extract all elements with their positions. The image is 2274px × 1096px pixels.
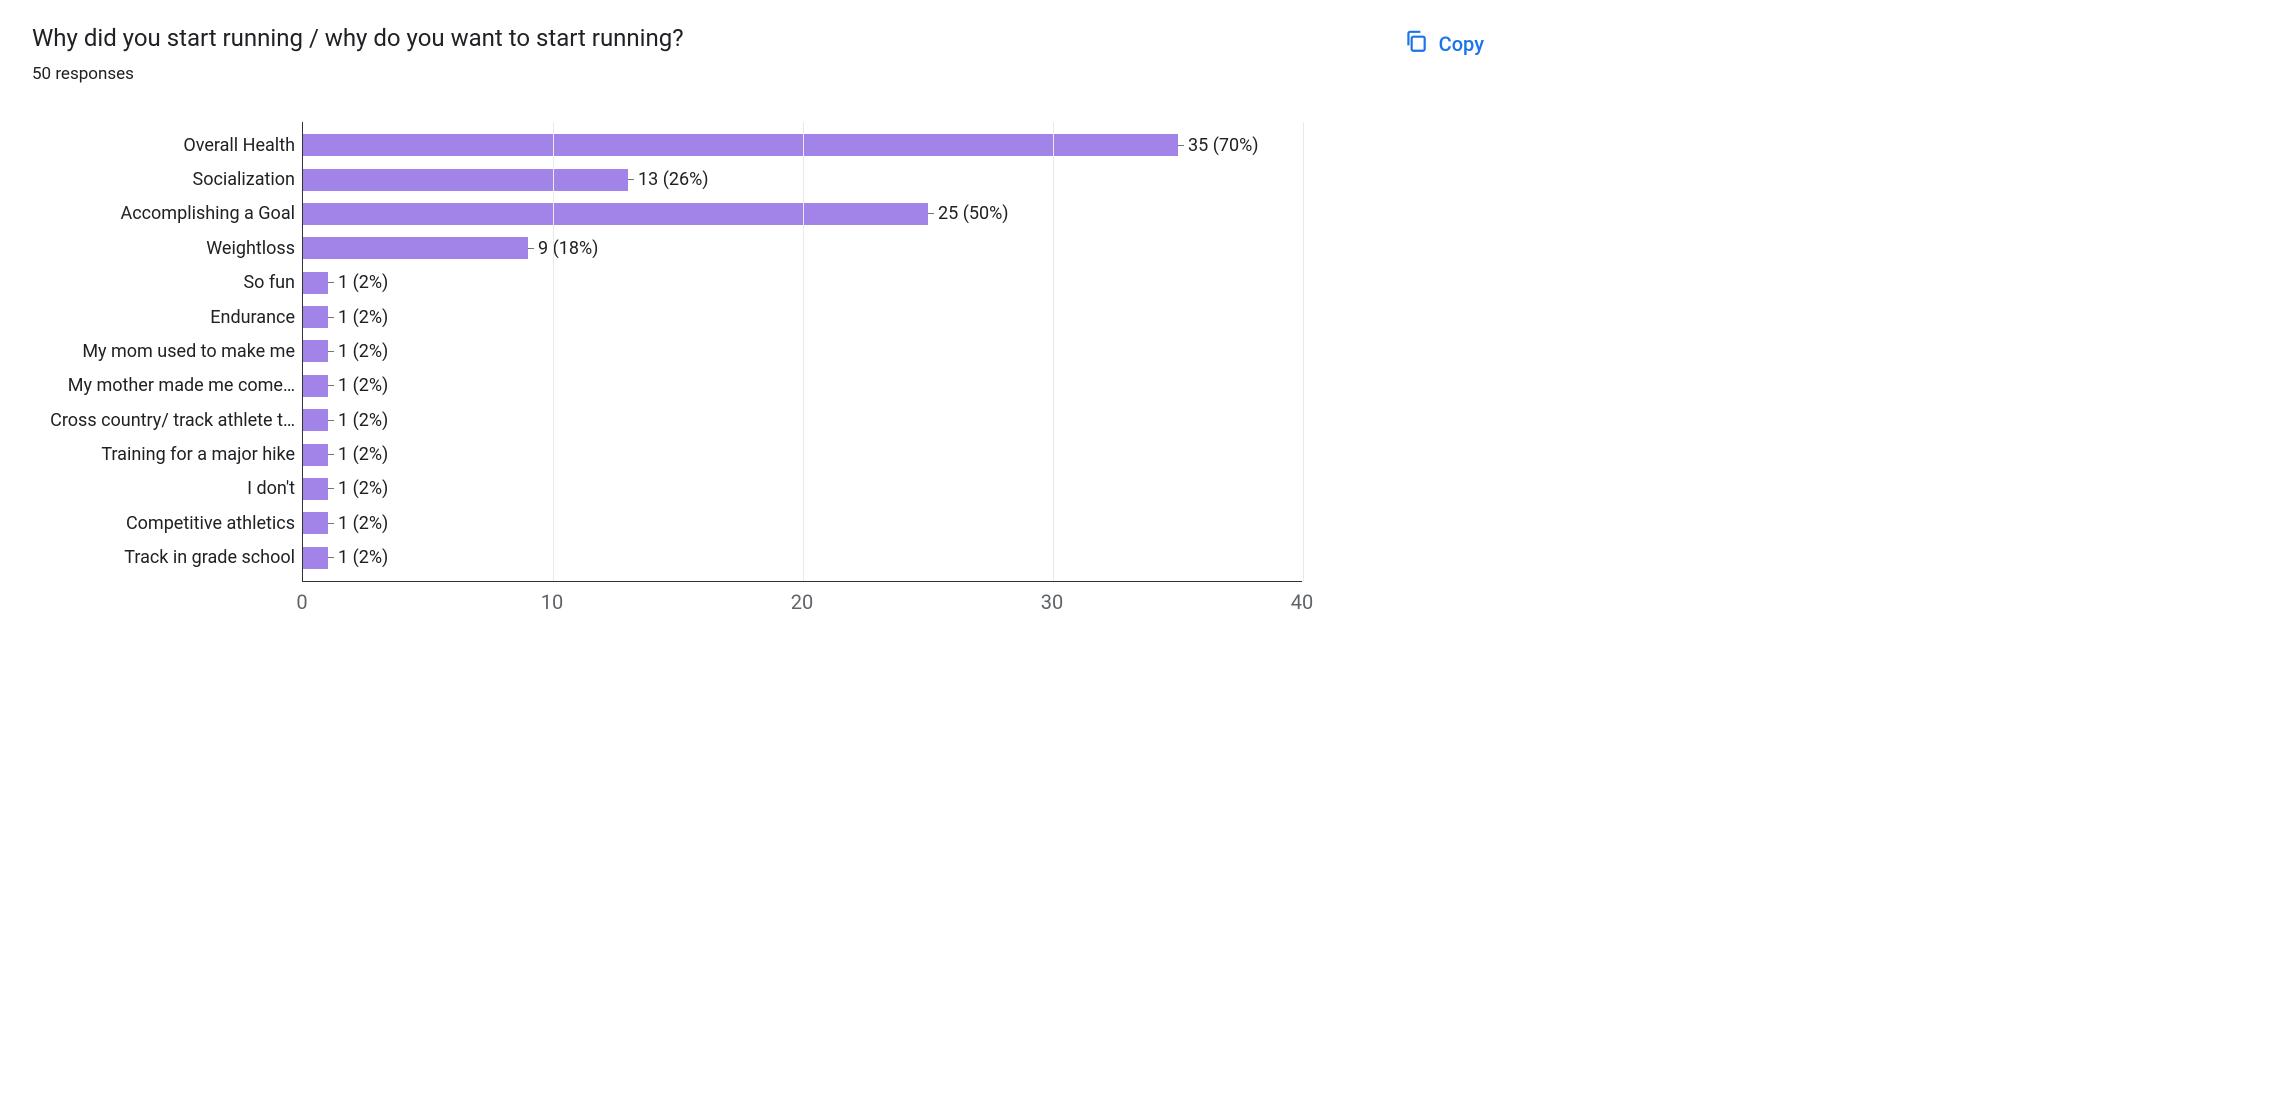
chart-header: Why did you start running / why do you w… bbox=[32, 24, 1484, 112]
bar bbox=[303, 375, 328, 397]
bar bbox=[303, 340, 328, 362]
value-tick bbox=[328, 523, 334, 524]
gridline bbox=[1053, 122, 1054, 581]
category-label: Track in grade school bbox=[124, 547, 303, 568]
header-text-block: Why did you start running / why do you w… bbox=[32, 24, 684, 112]
copy-button[interactable]: Copy bbox=[1403, 24, 1484, 59]
chart-card: Why did you start running / why do you w… bbox=[0, 0, 1516, 650]
value-label: 1 (2%) bbox=[338, 341, 388, 362]
value-tick bbox=[328, 454, 334, 455]
value-label: 1 (2%) bbox=[338, 478, 388, 499]
category-label: My mother made me come… bbox=[68, 375, 303, 396]
value-label: 1 (2%) bbox=[338, 410, 388, 431]
plot-area: Overall Health35 (70%)Socialization13 (2… bbox=[302, 122, 1302, 582]
copy-label: Copy bbox=[1439, 32, 1484, 56]
bar bbox=[303, 134, 1178, 156]
category-label: Socialization bbox=[193, 169, 304, 190]
bar bbox=[303, 444, 328, 466]
category-label: Training for a major hike bbox=[101, 444, 303, 465]
value-label: 1 (2%) bbox=[338, 307, 388, 328]
x-tick-label: 20 bbox=[791, 590, 813, 614]
category-label: Cross country/ track athlete t… bbox=[50, 410, 303, 431]
category-label: Overall Health bbox=[183, 135, 303, 156]
copy-icon bbox=[1403, 28, 1429, 59]
category-label: Weightloss bbox=[206, 238, 303, 259]
gridline bbox=[553, 122, 554, 581]
value-tick bbox=[328, 557, 334, 558]
x-axis: 010203040 bbox=[302, 582, 1302, 618]
bar bbox=[303, 203, 928, 225]
value-label: 1 (2%) bbox=[338, 272, 388, 293]
gridline bbox=[1303, 122, 1304, 581]
x-tick-label: 0 bbox=[296, 590, 307, 614]
value-tick bbox=[628, 179, 634, 180]
value-tick bbox=[328, 385, 334, 386]
category-label: I don't bbox=[247, 478, 303, 499]
bar bbox=[303, 547, 328, 569]
chart-title: Why did you start running / why do you w… bbox=[32, 24, 684, 52]
value-tick bbox=[328, 317, 334, 318]
x-tick-label: 30 bbox=[1041, 590, 1063, 614]
value-label: 1 (2%) bbox=[338, 444, 388, 465]
response-count: 50 responses bbox=[32, 64, 684, 84]
category-label: Accomplishing a Goal bbox=[120, 203, 303, 224]
value-label: 1 (2%) bbox=[338, 547, 388, 568]
category-label: Competitive athletics bbox=[126, 513, 303, 534]
value-label: 13 (26%) bbox=[638, 169, 709, 190]
bar bbox=[303, 306, 328, 328]
value-tick bbox=[928, 213, 934, 214]
value-label: 35 (70%) bbox=[1188, 135, 1259, 156]
value-label: 1 (2%) bbox=[338, 375, 388, 396]
category-label: My mom used to make me bbox=[82, 341, 303, 362]
chart-area: Overall Health35 (70%)Socialization13 (2… bbox=[302, 122, 1302, 618]
category-label: Endurance bbox=[210, 307, 303, 328]
x-tick-label: 10 bbox=[541, 590, 563, 614]
bar bbox=[303, 272, 328, 294]
value-tick bbox=[528, 248, 534, 249]
value-label: 1 (2%) bbox=[338, 513, 388, 534]
value-label: 25 (50%) bbox=[938, 203, 1009, 224]
bar bbox=[303, 478, 328, 500]
value-tick bbox=[328, 351, 334, 352]
bar bbox=[303, 169, 628, 191]
x-tick-label: 40 bbox=[1291, 590, 1313, 614]
gridline bbox=[803, 122, 804, 581]
bar bbox=[303, 237, 528, 259]
category-label: So fun bbox=[243, 272, 303, 293]
value-label: 9 (18%) bbox=[538, 238, 598, 259]
bar bbox=[303, 409, 328, 431]
value-tick bbox=[1178, 145, 1184, 146]
value-tick bbox=[328, 282, 334, 283]
bar bbox=[303, 512, 328, 534]
value-tick bbox=[328, 420, 334, 421]
value-tick bbox=[328, 488, 334, 489]
